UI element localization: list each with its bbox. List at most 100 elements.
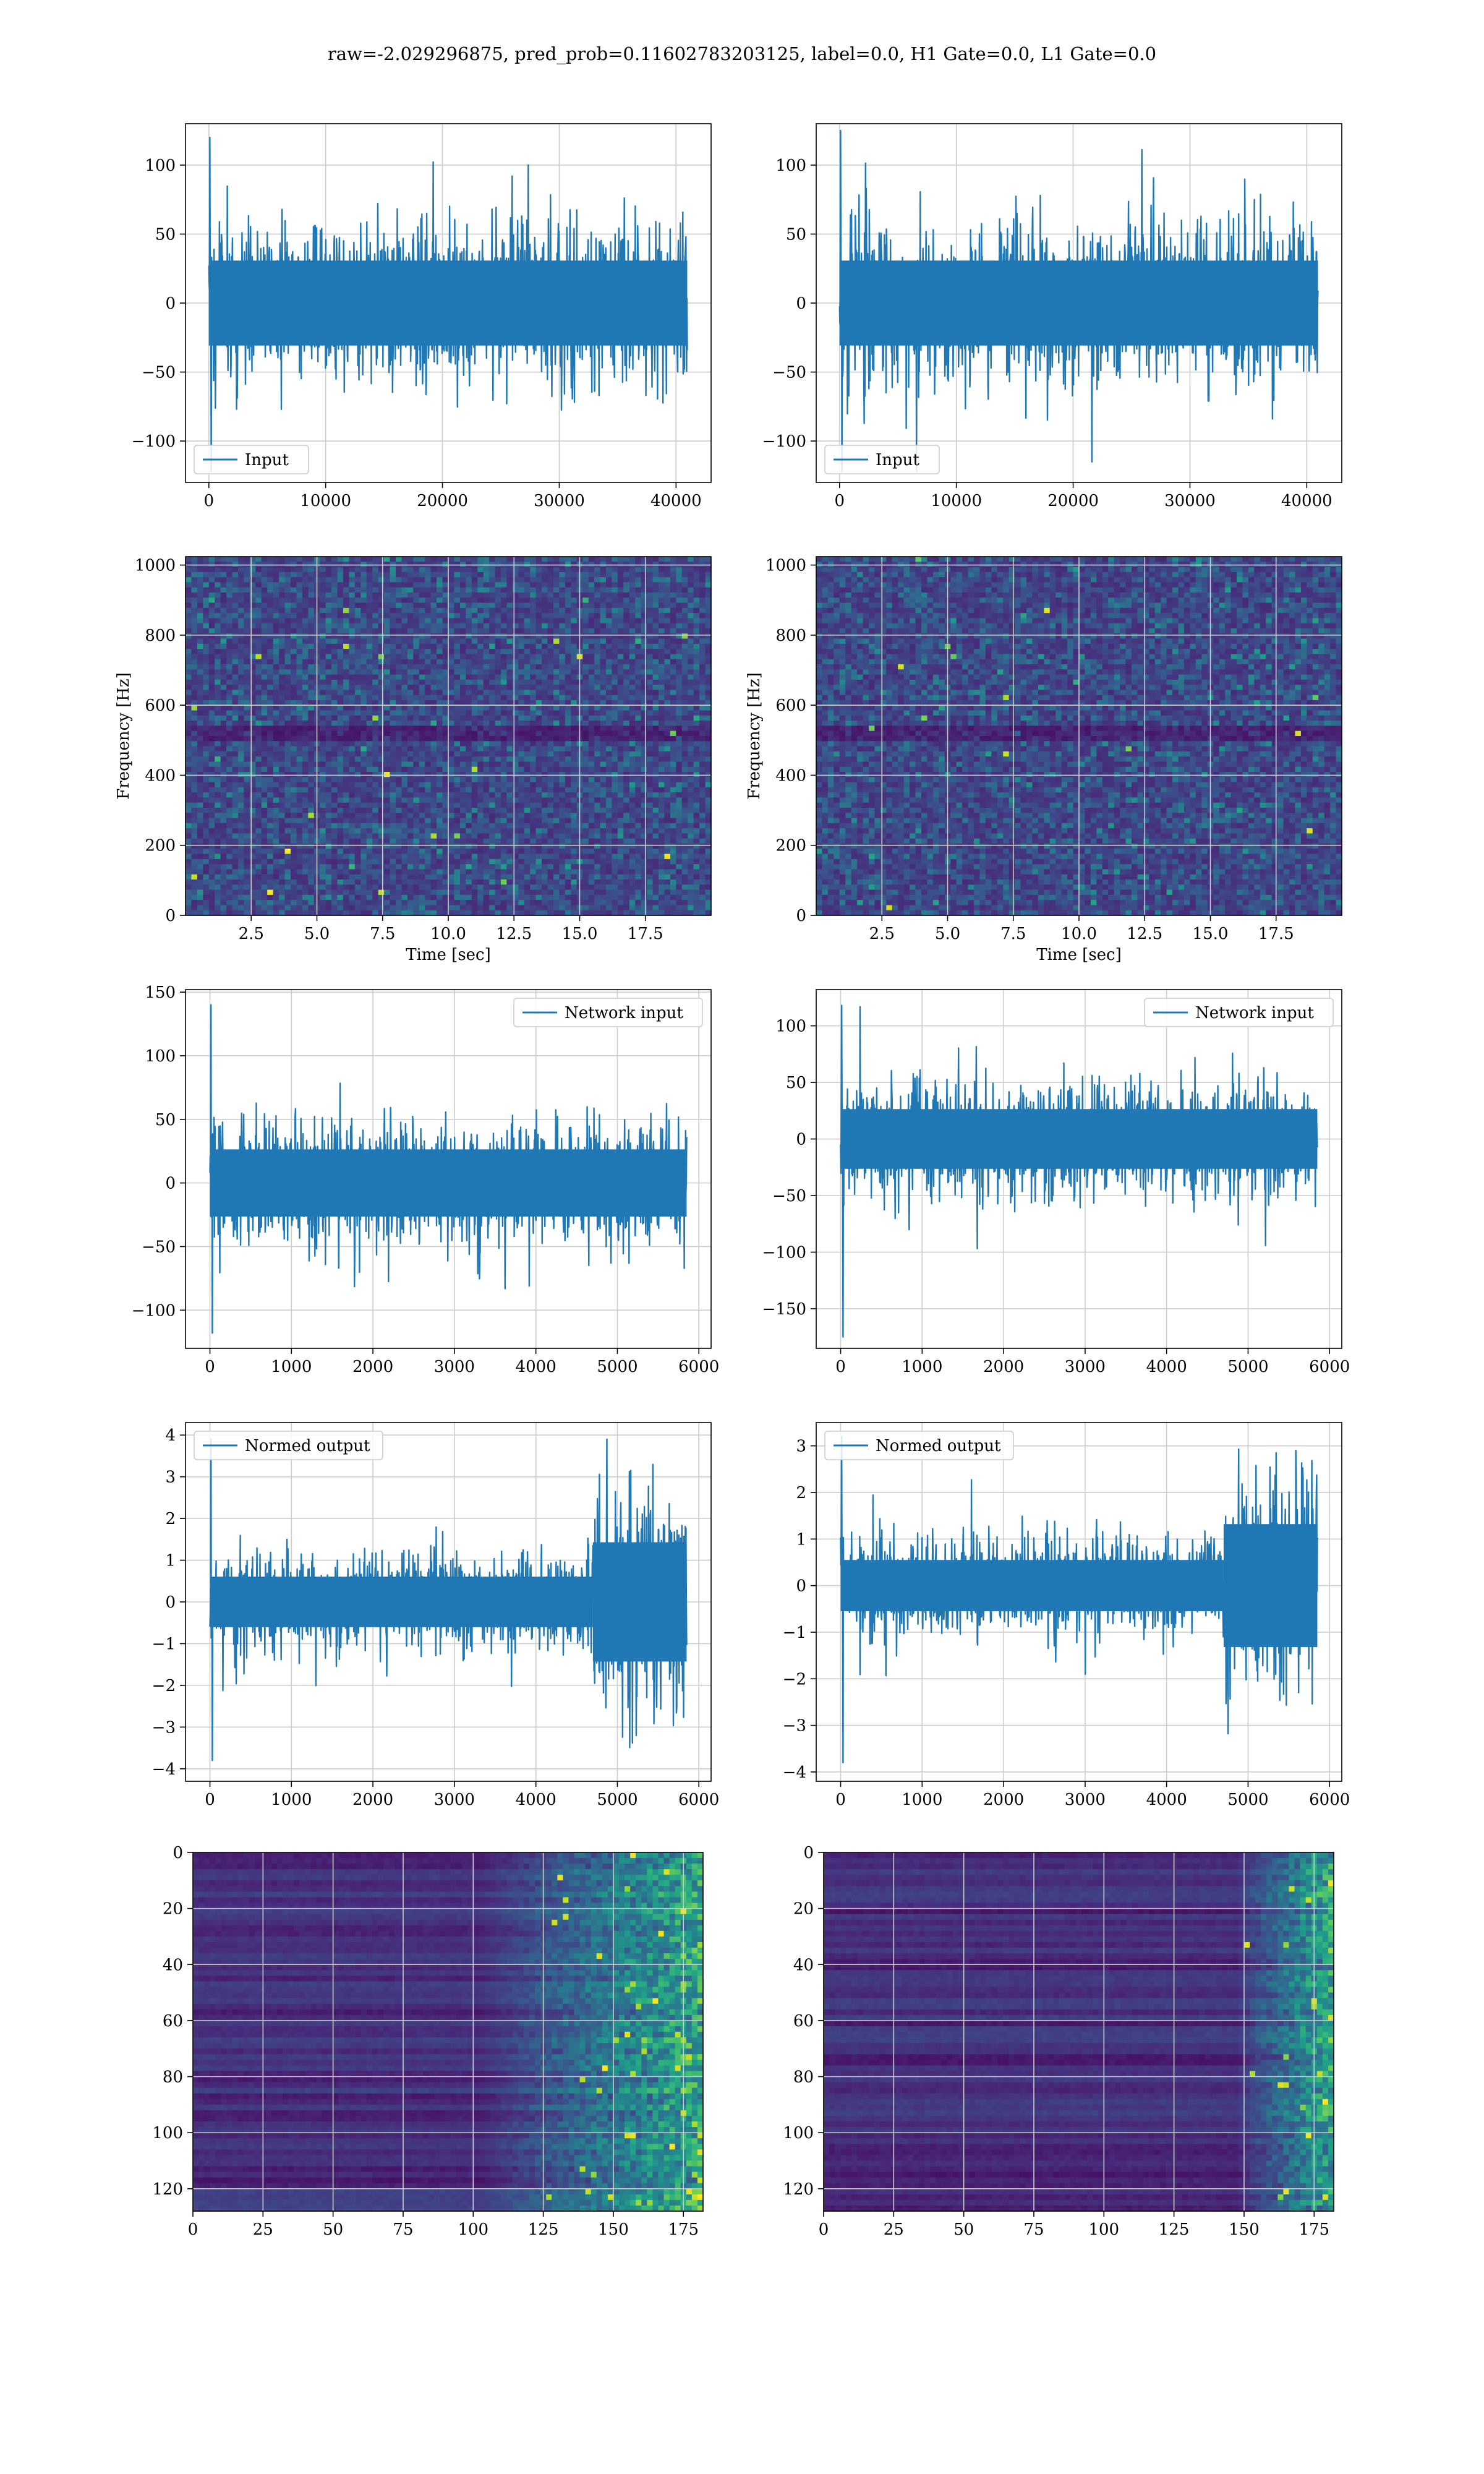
gridlines [186,557,711,916]
y-tick-label: −3 [783,1717,806,1736]
y-tick-label: 100 [775,1017,806,1036]
x-tick-label: 0 [819,2220,829,2239]
x-tick-label: 2.5 [869,925,895,943]
x-tick-label: 6000 [1309,1358,1350,1376]
x-tick-label: 4000 [516,1358,556,1376]
panel-network-input-h1: 0 1000 2000 3000 4000 5000 6000 −100 −50 0 50 100 15… [132,983,720,1376]
x-tick-label: 10.0 [1061,925,1097,943]
legend: Normed output [824,1431,1014,1460]
series-core [840,1109,1318,1169]
figure-title: raw=-2.029296875, pred_prob=0.1160278320… [0,43,1484,64]
y-tick-label: 0 [165,1175,176,1193]
y-tick-label: −4 [783,1763,806,1782]
x-tick-label: 5000 [1227,1358,1268,1376]
legend: Normed output [194,1431,383,1460]
y-tick-label: 0 [796,294,806,313]
legend: Input [824,445,940,474]
x-tick-label: 2000 [352,1791,393,1809]
x-tick-label: 25 [884,2220,904,2239]
x-tick-label: 150 [1229,2220,1260,2239]
x-tick-label: 1000 [902,1791,942,1809]
y-tick-label: 2 [796,1484,806,1502]
x-tick-label: 7.5 [1000,925,1026,943]
y-tick-label: 50 [786,225,806,244]
panel-network-input-l1: 0 1000 2000 3000 4000 5000 6000 −150 −100 −50 0 50 1… [762,989,1350,1376]
heatmap-cells [193,1852,703,2211]
x-tick-label: 0 [835,1791,846,1809]
y-tick-label: 50 [155,225,176,244]
x-tick-label: 40000 [650,492,702,510]
y-tick-label: 200 [145,837,176,855]
y-tick-label: −2 [783,1670,806,1689]
panel-activation-h1: 0 25 50 75 100 125 150 175 0 20 40 60 80 100 120 [152,1844,704,2239]
x-tick-label: 175 [668,2220,699,2239]
y-tick-label: 3 [165,1468,176,1487]
x-tick-label: 30000 [534,492,585,510]
x-tick-label: 3000 [434,1358,475,1376]
x-tick-label: 12.5 [496,925,532,943]
panel-normed-output-h1: 0 1000 2000 3000 4000 5000 6000 −4 −3 −2 −1 0 1 2 3 4 No… [152,1422,719,1809]
x-tick-label: 15.0 [562,925,598,943]
series-line [840,1004,1318,1338]
y-tick-label: 150 [145,983,176,1002]
x-tick-label: 0 [205,1791,215,1809]
series-burst-core [1223,1524,1318,1648]
y-tick-label: −150 [762,1300,806,1319]
x-tick-label: 6000 [1309,1791,1350,1809]
axes-frame [823,1852,1334,2212]
y-tick-label: −2 [152,1677,176,1695]
y-tick-label: 100 [783,2124,814,2142]
y-tick-label: −100 [762,1243,806,1262]
panel-normed-output-l1: 0 1000 2000 3000 4000 5000 6000 −4 −3 −2 −1 0 1 2 3 Nor… [783,1422,1350,1809]
axes-frame [192,1852,704,2212]
x-tick-label: 20000 [1047,492,1099,510]
heatmap-cells [824,1852,1334,2211]
y-tick-label: −100 [132,432,176,451]
gridlines [816,557,1342,916]
legend-label: Network input [565,1004,683,1022]
x-tick-label: 75 [1023,2220,1044,2239]
legend-label: Network input [1195,1004,1314,1022]
panel-input-l1: 0 10000 20000 30000 40000 −100 −50 0 50 100 Input [762,123,1342,510]
y-tick-label: 600 [145,696,176,715]
legend: Network input [513,998,703,1027]
y-tick-label: 0 [796,1577,806,1596]
y-tick-label: 1000 [135,557,176,575]
y-tick-label: 800 [775,627,806,645]
y-tick-label: 800 [145,627,176,645]
series-core [208,260,688,346]
x-tick-label: 5000 [597,1791,638,1809]
panel-spectrogram-l1: 2.5 5.0 7.5 10.0 12.5 15.0 17.5 0 200 400 600 800 10… [745,556,1342,964]
y-tick-label: 0 [796,907,806,925]
legend-label: Input [245,451,289,469]
series-core [839,260,1318,346]
y-tick-label: 60 [163,2012,183,2031]
x-tick-label: 40000 [1281,492,1333,510]
y-tick-label: 80 [163,2068,183,2087]
y-tick-label: 1 [165,1552,176,1570]
x-tick-label: 3000 [434,1791,475,1809]
x-tick-label: 3000 [1065,1791,1106,1809]
x-tick-label: 4000 [1146,1358,1187,1376]
x-tick-label: 0 [205,1358,215,1376]
x-tick-label: 100 [1088,2220,1119,2239]
axes-frame [816,989,1342,1349]
series-core [210,1577,593,1627]
x-tick-label: 50 [323,2220,343,2239]
x-tick-label: 20000 [417,492,468,510]
y-tick-label: 200 [775,837,806,855]
x-tick-label: 15.0 [1193,925,1229,943]
y-tick-label: −100 [132,1301,176,1320]
panel-input-h1: 0 10000 20000 30000 40000 −100 −50 0 50 100 Input [132,123,712,510]
y-tick-label: 40 [793,1956,814,1974]
x-axis-label: Time [sec] [1036,946,1122,964]
x-tick-label: 125 [1159,2220,1190,2239]
x-tick-label: 4000 [516,1791,556,1809]
x-tick-label: 75 [393,2220,413,2239]
legend: Network input [1144,998,1334,1027]
x-tick-label: 1000 [902,1358,942,1376]
x-tick-label: 30000 [1164,492,1216,510]
x-tick-label: 50 [953,2220,974,2239]
x-tick-label: 150 [598,2220,629,2239]
x-tick-label: 175 [1298,2220,1329,2239]
